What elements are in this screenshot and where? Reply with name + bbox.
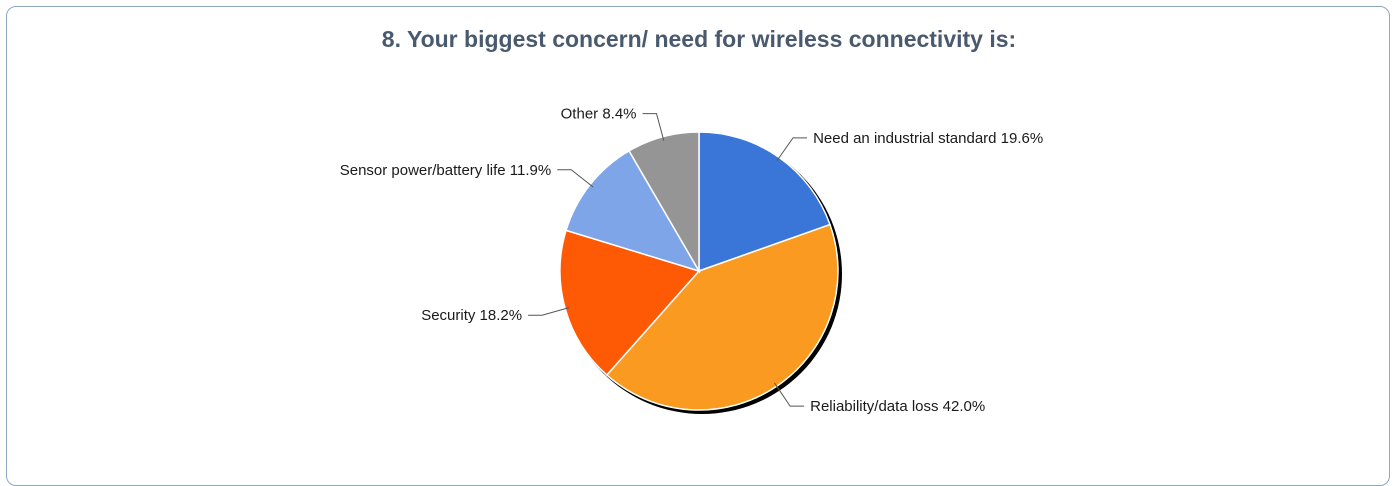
- leader-lines: [528, 113, 808, 407]
- slice-label-3: Sensor power/battery life 11.9%: [340, 162, 552, 179]
- slice-label-2: Security 18.2%: [421, 307, 522, 324]
- leader-line-0: [776, 137, 808, 162]
- pie-slices: [559, 131, 839, 411]
- slice-label-0: Need an industrial standard 19.6%: [813, 130, 1043, 147]
- slice-labels: Need an industrial standard 19.6% Reliabi…: [340, 106, 1043, 416]
- slice-label-1: Reliability/data loss 42.0%: [810, 398, 985, 415]
- leader-line-3: [557, 169, 594, 188]
- leader-line-4: [642, 113, 665, 141]
- slice-label-4: Other 8.4%: [561, 106, 637, 123]
- leader-line-2: [528, 307, 570, 316]
- leader-line-1: [774, 382, 805, 407]
- chart-title: 8. Your biggest concern/ need for wirele…: [381, 26, 1017, 52]
